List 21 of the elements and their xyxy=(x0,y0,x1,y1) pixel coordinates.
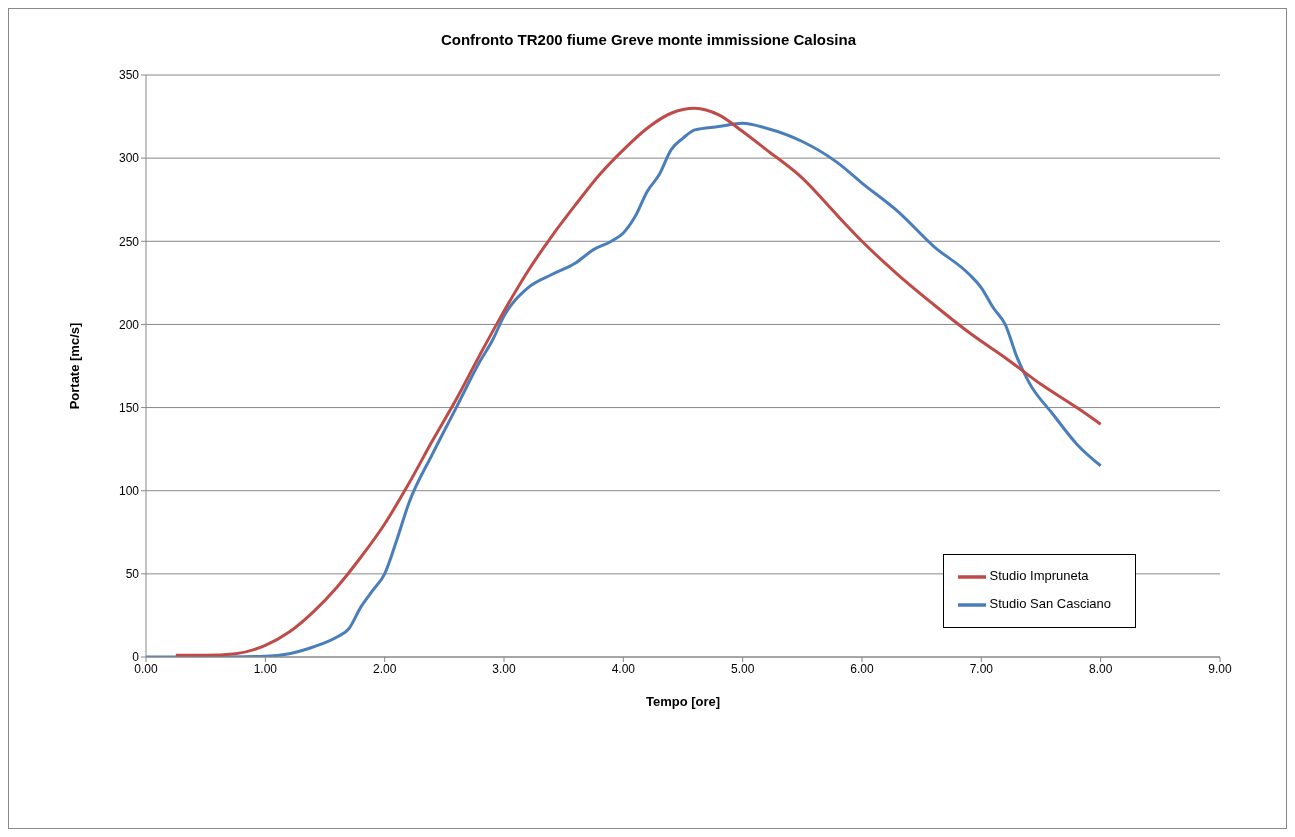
x-tick-label: 6.00 xyxy=(850,661,874,676)
chart-title: Confronto TR200 fiume Greve monte immissione Calosina xyxy=(439,31,858,48)
y-tick-label: 150 xyxy=(118,400,140,415)
x-tick-label: 5.00 xyxy=(730,661,755,676)
x-tick-label: 8.00 xyxy=(1088,661,1113,676)
y-tick-label: 250 xyxy=(118,234,140,249)
y-axis-title: Portate [mc/s] xyxy=(66,322,82,410)
x-axis-title: Tempo [ore] xyxy=(645,694,721,709)
x-tick-label: 1.00 xyxy=(253,661,278,676)
y-tick-label: 50 xyxy=(125,567,140,582)
legend-label: Studio Impruneta xyxy=(989,568,1089,584)
x-tick-label: 7.00 xyxy=(969,661,994,676)
y-tick-label: 200 xyxy=(118,317,140,332)
x-tick-label: 4.00 xyxy=(611,661,636,676)
legend-label: Studio San Casciano xyxy=(989,596,1111,612)
y-tick-label: 350 xyxy=(118,68,140,83)
x-tick-label: 9.00 xyxy=(1208,661,1232,676)
x-tick-label: 2.00 xyxy=(372,661,397,676)
y-tick-label: 100 xyxy=(118,483,140,498)
x-tick-label: 3.00 xyxy=(492,661,516,676)
y-tick-label: 300 xyxy=(118,151,140,166)
